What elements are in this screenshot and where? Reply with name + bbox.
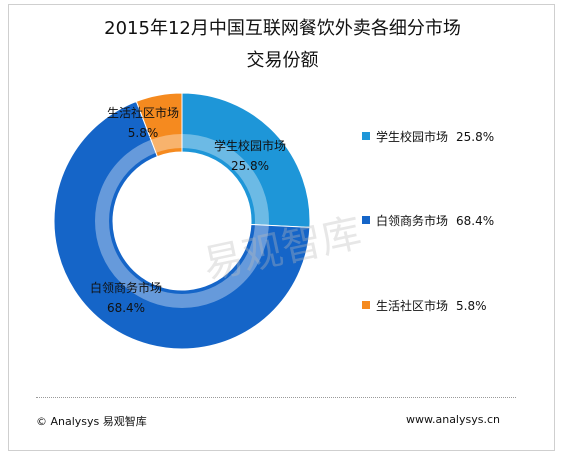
chart-title: 2015年12月中国互联网餐饮外卖各细分市场 — [104, 18, 461, 39]
slice-label-name-student: 学生校园市场 — [214, 138, 286, 153]
slice-label-value-office: 68.4% — [107, 301, 145, 315]
legend-swatch-community — [362, 301, 370, 309]
legend-value-community: 5.8% — [456, 299, 487, 313]
slice-label-value-community: 5.8% — [128, 126, 159, 140]
slice-label-value-student: 25.8% — [231, 159, 269, 173]
slice-label-name-office: 白领商务市场 — [90, 280, 162, 295]
legend-item-office: 白领商务市场 68.4% — [362, 212, 494, 228]
inner-ring — [95, 134, 269, 308]
slice-student — [181, 92, 311, 228]
legend-item-community: 生活社区市场 5.8% — [362, 297, 487, 313]
legend-label-student: 学生校园市场 — [376, 130, 449, 144]
legend-swatch-office — [362, 216, 370, 224]
slice-office — [53, 100, 311, 350]
legend-value-office: 68.4% — [456, 214, 495, 228]
legend-label-community: 生活社区市场 — [376, 299, 449, 313]
footer-website: www.analysys.cn — [406, 413, 500, 426]
legend-label-office: 白领商务市场 — [376, 214, 449, 228]
chart-subtitle: 交易份额 — [246, 50, 319, 71]
footer-copyright: © Analysys 易观智库 — [36, 415, 147, 428]
legend-swatch-student — [362, 132, 370, 140]
slice-community — [135, 92, 183, 158]
footer-divider — [36, 397, 516, 398]
legend-value-student: 25.8% — [456, 130, 495, 144]
slice-label-name-community: 生活社区市场 — [107, 105, 179, 120]
legend-item-student: 学生校园市场 25.8% — [362, 128, 494, 144]
